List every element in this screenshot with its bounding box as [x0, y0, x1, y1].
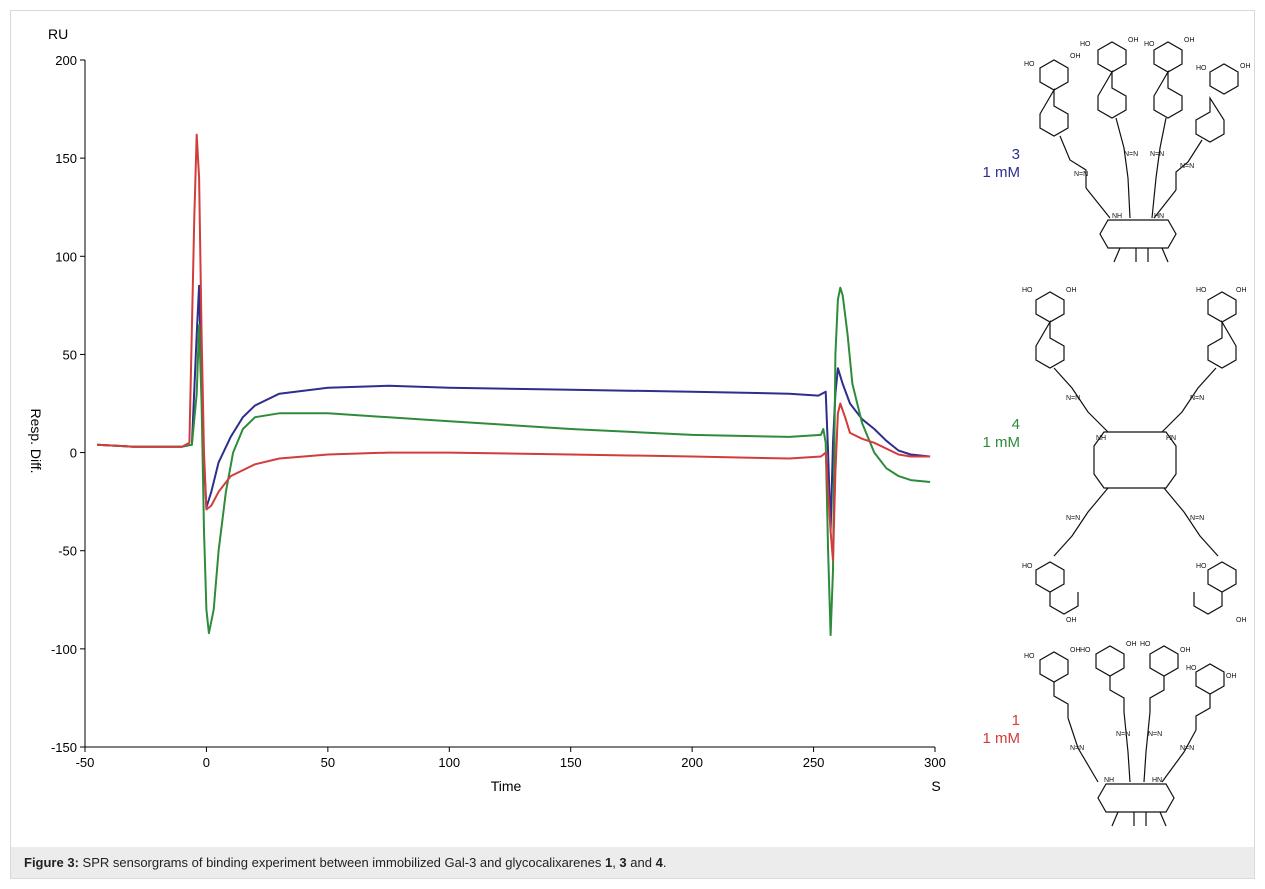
x-tick-label: 0	[203, 755, 210, 770]
compound-4-number: 4	[1011, 416, 1020, 433]
svg-text:OH: OH	[1236, 617, 1247, 624]
compound-3-conc: 1 mM	[982, 164, 1021, 181]
svg-text:OH: OH	[1070, 53, 1081, 60]
svg-text:HO: HO	[1196, 563, 1207, 570]
x-tick-label: 250	[803, 755, 825, 770]
caption-text: SPR sensorgrams of binding experiment be…	[78, 855, 605, 870]
figure-caption: Figure 3: SPR sensorgrams of binding exp…	[11, 847, 1254, 878]
svg-text:N=N: N=N	[1070, 745, 1084, 752]
svg-text:N=N: N=N	[1116, 731, 1130, 738]
svg-text:HO: HO	[1022, 287, 1033, 294]
caption-end: .	[662, 855, 667, 870]
caption-compound-4: 4	[655, 855, 663, 870]
svg-text:N=N: N=N	[1190, 395, 1204, 402]
caption-prefix: Figure 3:	[24, 855, 79, 870]
svg-text:HO: HO	[1024, 653, 1035, 660]
svg-text:OH: OH	[1128, 37, 1139, 44]
svg-text:HN: HN	[1166, 435, 1176, 442]
y-tick-label: 200	[55, 53, 77, 68]
caption-compound-1: 1	[604, 855, 613, 870]
x-axis-title: Time	[491, 778, 522, 794]
y-tick-label: -50	[58, 544, 77, 559]
compound-1-conc: 1 mM	[982, 730, 1021, 747]
svg-text:N=N: N=N	[1180, 745, 1194, 752]
structure-compound-3: HO OH HO OH HO OH HO OH N=N N=N N=N N=N NH HN	[1024, 37, 1250, 263]
compound-3-number: 3	[1011, 146, 1020, 163]
svg-text:OH: OH	[1066, 617, 1077, 624]
figure-frame	[10, 10, 1255, 879]
svg-text:HN: HN	[1152, 777, 1162, 784]
x-axis-unit: S	[931, 778, 940, 794]
svg-text:NH: NH	[1096, 435, 1106, 442]
y-axis-title: Resp. Diff.	[28, 408, 44, 473]
svg-text:N=N: N=N	[1150, 151, 1164, 158]
caption-sep-2: and	[626, 855, 656, 870]
compound-4-conc: 1 mM	[982, 434, 1021, 451]
svg-text:N=N: N=N	[1190, 515, 1204, 522]
caption-sep-1: ,	[612, 855, 620, 870]
y-tick-label: 150	[55, 151, 77, 166]
x-tick-label: 200	[681, 755, 703, 770]
svg-text:OH: OH	[1226, 673, 1237, 680]
y-tick-label: -100	[51, 642, 77, 657]
svg-text:OH: OH	[1126, 641, 1137, 648]
series-line-1	[97, 133, 931, 562]
svg-text:HO: HO	[1140, 641, 1151, 648]
svg-text:HO: HO	[1144, 41, 1155, 48]
svg-text:N=N: N=N	[1066, 395, 1080, 402]
y-tick-label: -150	[51, 740, 77, 755]
svg-text:OH: OH	[1066, 287, 1077, 294]
series-line-3	[97, 284, 931, 533]
svg-text:OH: OH	[1240, 63, 1250, 70]
svg-text:HN: HN	[1154, 213, 1164, 220]
svg-text:NH: NH	[1104, 777, 1114, 784]
label-compound-1: 1 1 mM	[940, 712, 1021, 748]
compound-1-number: 1	[1011, 712, 1020, 729]
structure-compound-4: HO OH HO OH N=N N=N NH HN N=N N=N HO OH HO OH	[1022, 287, 1247, 624]
x-tick-label: -50	[76, 755, 95, 770]
svg-text:N=N: N=N	[1074, 171, 1088, 178]
y-tick-label: 0	[70, 446, 77, 461]
svg-text:NH: NH	[1112, 213, 1122, 220]
svg-text:HO: HO	[1080, 647, 1091, 654]
svg-text:HO: HO	[1196, 287, 1207, 294]
series-layer	[97, 133, 931, 637]
svg-text:HO: HO	[1024, 61, 1035, 68]
svg-text:HO: HO	[1022, 563, 1033, 570]
y-tick-label: 100	[55, 249, 77, 264]
label-compound-3: 3 1 mM	[940, 146, 1021, 182]
svg-text:N=N: N=N	[1066, 515, 1080, 522]
svg-text:N=N: N=N	[1148, 731, 1162, 738]
label-compound-4: 4 1 mM	[940, 416, 1021, 452]
svg-text:N=N: N=N	[1124, 151, 1138, 158]
series-line-4	[97, 286, 931, 637]
svg-text:HO: HO	[1186, 665, 1197, 672]
svg-text:N=N: N=N	[1180, 163, 1194, 170]
x-tick-label: 300	[924, 755, 946, 770]
svg-text:OH: OH	[1184, 37, 1195, 44]
svg-text:HO: HO	[1196, 65, 1207, 72]
svg-text:OH: OH	[1180, 647, 1191, 654]
x-tick-label: 100	[438, 755, 460, 770]
svg-text:HO: HO	[1080, 41, 1091, 48]
y-tick-label: 50	[63, 347, 77, 362]
y-axis-unit: RU	[48, 26, 68, 42]
caption-compound-3: 3	[619, 855, 627, 870]
svg-text:OH: OH	[1236, 287, 1247, 294]
x-tick-label: 50	[321, 755, 335, 770]
x-tick-label: 150	[560, 755, 582, 770]
svg-text:OH: OH	[1070, 647, 1081, 654]
